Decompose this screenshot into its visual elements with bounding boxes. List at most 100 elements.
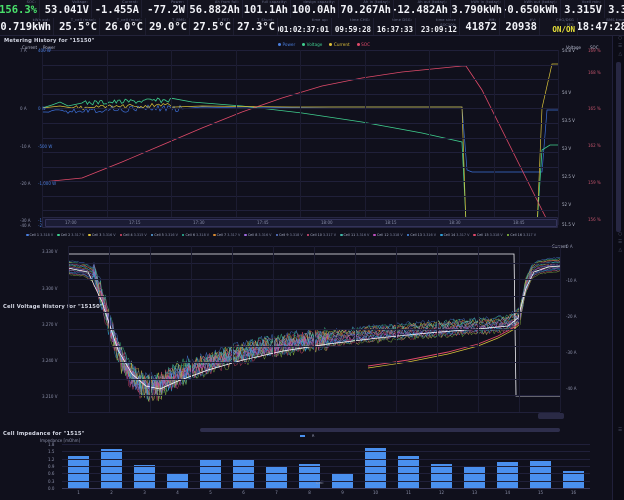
cell-legend-item-13[interactable]: Cell 13 3.316 V [406,233,436,237]
legend-dot-icon [356,43,360,46]
status-cell-value: 23:09:12 [420,25,457,34]
cell-legend-item-9[interactable]: Cell 9 3.318 V [275,233,303,237]
page-scrollbar[interactable] [616,62,621,232]
cell-legend-item-7[interactable]: Cell 7 3.317 V [213,233,240,237]
gridline-vertical [355,246,356,412]
gridline-vertical [106,50,108,225]
bars-icon-3[interactable]: ☰ [617,428,622,433]
time-range-handle[interactable] [45,219,557,227]
gridline-vertical [235,50,237,225]
cell-legend-item-4[interactable]: Cell 4 3.315 V [119,233,147,237]
status-cell-value: 56.882Ah [189,3,240,16]
gridline-vertical [558,50,559,225]
metering-legend-item-2[interactable]: Current [329,42,350,47]
circle-icon-2[interactable]: ○ [618,232,622,237]
impedance-bar[interactable] [365,448,386,488]
status-cell-value: 53.041V [44,3,89,16]
gridline-vertical [171,50,172,225]
status-cell-label: time CHG: [350,17,370,22]
metering-legend-item-1[interactable]: Voltage [302,42,322,47]
metering-current-tick: -10 A [20,144,31,149]
status-cell-r2-5: T_Shunt: 27.3°C [234,17,278,35]
cell-legend-value: 3.317 V [71,233,85,237]
status-cell-label: time up: [311,17,328,22]
status-cell-r2-11: #V: 20938 [500,17,540,35]
cell-legend-value: 3.316 V [102,233,116,237]
impedance-x-tick: 7 [275,490,278,495]
metering-legend-item-0[interactable]: Power [278,42,295,47]
cell-legend-item-16[interactable]: Cell 16 3.317 V [506,233,536,237]
impedance-bar[interactable] [101,448,122,488]
status-cell-value: 100.0Ah [291,3,336,16]
cell-legend-item-2[interactable]: Cell 2 3.317 V [57,233,84,237]
status-cell-value: 156.3% [0,3,37,16]
status-cell-label: time since [435,17,456,22]
cell-legend-item-5[interactable]: Cell 5 3.316 V [150,233,178,237]
cell-legend-item-8[interactable]: Cell 8 3.316 V [244,233,272,237]
metering-voltage-axis-label: Voltage [566,45,582,50]
cell-legend-value: 3.318 V [389,233,403,237]
impedance-bar[interactable] [299,464,320,488]
impedance-y-tick: 0.3 [48,478,55,484]
cell-legend-value: 3.318 V [489,233,503,237]
status-cell-label: Vcell min: [581,0,601,4]
cell-legend-item-11[interactable]: Cell 11 3.316 V [340,233,369,237]
status-cell-label: SOC: [26,0,36,4]
status-cell-value: -0.719kWh [0,21,51,33]
gridline [62,451,590,453]
impedance-bar[interactable] [464,465,485,488]
impedance-x-tick: 2 [110,490,113,495]
cell-legend-name: Cell 6 [185,233,196,237]
metering-current-tick: 0 A [20,106,27,111]
bars-icon[interactable]: ☰ [617,44,622,49]
status-cell-label: Current: [122,0,138,4]
warning-icon[interactable]: △ [618,52,622,57]
bars-icon-2[interactable]: ☰ [617,240,622,245]
status-cell-label: time DSG: [392,17,412,22]
metering-power-tick: -500 W [38,144,53,149]
status-cell-label: #V: [529,17,536,22]
impedance-bar[interactable] [563,471,584,488]
cell-voltage-scrollbar[interactable] [538,413,564,419]
metering-legend-item-3[interactable]: SOC [356,42,370,47]
metering-plot-area[interactable] [42,50,558,225]
cell-legend-name: Cell 16 [510,233,522,237]
cell-legend-item-10[interactable]: Cell 10 3.317 V [306,233,336,237]
circle-icon[interactable]: ○ [618,36,622,41]
cell-legend-item-1[interactable]: Cell 1 3.318 V [26,233,53,237]
status-cell-value: -77.2W [147,3,185,16]
cell-voltage-tick: 3.300 V [42,286,58,291]
impedance-bar[interactable] [431,464,452,488]
impedance-bar[interactable] [332,472,353,488]
metering-curves [42,63,558,225]
impedance-y-tick: 0.9 [48,464,55,469]
cell-legend-item-6[interactable]: Cell 6 3.318 V [181,233,209,237]
status-cell-label: full capacity: [262,0,287,4]
status-cell-r2-3: T_BMS: 29.0°C [146,17,190,35]
status-cell-r2-9: time since SOC100: 23:09:12 [416,17,460,35]
cell-legend-value: 3.318 V [289,233,303,237]
gridline-vertical [300,50,301,225]
impedance-bar[interactable] [398,456,419,488]
impedance-horizontal-scrollbar[interactable] [200,428,560,432]
impedance-bar[interactable] [68,456,89,488]
cell-legend-dot-icon [473,233,476,237]
impedance-x-tick: 12 [438,490,445,495]
status-cell-r1-3: Power: -77.2W [142,0,188,18]
time-range-slider[interactable]: 17:00 17:15 17:30 17:45 18:00 18:15 18:30 18:45 [42,217,558,228]
impedance-bar[interactable] [266,466,287,488]
gridline-vertical [191,246,192,412]
gridline-vertical [150,246,151,412]
metering-current-tick: 7 A [20,48,27,53]
status-cell-label: #M: [488,17,496,22]
cell-legend-item-14[interactable]: Cell 14 3.317 V [440,233,469,237]
cell-legend-item-15[interactable]: Cell 15 3.318 V [473,233,503,237]
impedance-bar[interactable] [134,464,155,488]
warning-icon-2[interactable]: △ [618,248,622,253]
cell-legend-item-12[interactable]: Cell 12 3.318 V [373,233,403,237]
cell-legend-item-3[interactable]: Cell 3 3.316 V [88,233,116,237]
status-cell-value: ON/ON [552,25,575,34]
